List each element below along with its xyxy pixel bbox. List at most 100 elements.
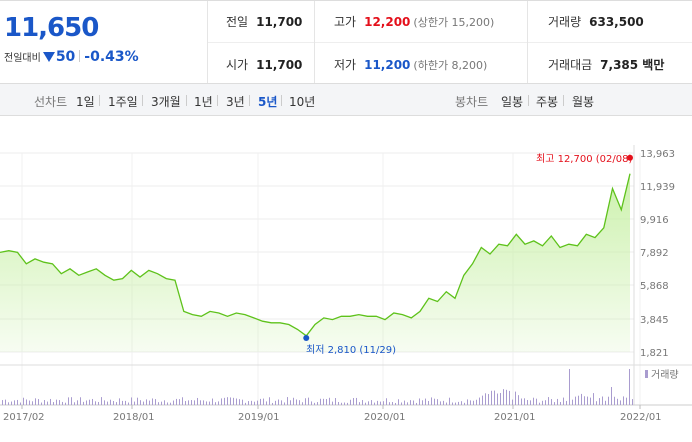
volume-bar (113, 401, 114, 405)
tab-1y[interactable]: 1년 (194, 95, 213, 109)
volume-bar (71, 397, 72, 405)
volume-bar (110, 399, 111, 405)
volume-bar (92, 398, 93, 405)
x-tick-label: 2021/01 (494, 412, 536, 423)
price-chart-svg: 13,963 11,939 9,916 7,892 5,868 3,845 1,821 최고 … (0, 145, 692, 423)
volume-bar (614, 396, 615, 405)
volume-bar (74, 402, 75, 405)
x-tick-label: 2022/01 (620, 412, 662, 423)
divider (528, 95, 529, 106)
volume-bar (404, 400, 405, 405)
volume-bar (101, 397, 102, 405)
volume-bar (191, 400, 192, 405)
change-value: 50 (55, 49, 76, 65)
volume-bar (131, 397, 132, 405)
tab-3m[interactable]: 3개월 (151, 95, 181, 109)
volume-bar (104, 400, 105, 405)
change-percent: -0.43% (84, 49, 139, 65)
volume-bar (14, 400, 15, 405)
volume-bar (512, 399, 513, 405)
volume-bar (272, 402, 273, 405)
volume-bar (29, 400, 30, 405)
volume-bar (362, 400, 363, 405)
volume-bar (116, 402, 117, 405)
volume-bar (488, 394, 489, 405)
tab-5y[interactable]: 5년 (258, 95, 278, 109)
open-value: 11,700 (256, 58, 303, 72)
volume-bar (227, 397, 228, 405)
volume-bar (146, 399, 147, 405)
divider (281, 95, 282, 106)
tab-daily[interactable]: 일봉 (501, 95, 524, 109)
tab-weekly[interactable]: 주봉 (536, 95, 559, 109)
volume-bar (119, 398, 120, 405)
volume-bar (239, 399, 240, 405)
volume-bar (134, 401, 135, 405)
volume-bar (461, 401, 462, 405)
tab-10y[interactable]: 10년 (289, 95, 316, 109)
volume-bar (350, 399, 351, 405)
volume-bar (443, 400, 444, 405)
x-tick-label: 2019/01 (238, 412, 280, 423)
price-line (0, 173, 631, 337)
volume-bar (506, 389, 507, 405)
divider (186, 95, 187, 106)
volume-bar (455, 402, 456, 405)
volume-bar (470, 400, 471, 405)
volume-bar (5, 399, 6, 405)
volume-bar (89, 399, 90, 405)
volume-bar (2, 400, 3, 405)
volume-bar (284, 402, 285, 405)
volume-bar (626, 397, 627, 405)
volume-bar (257, 400, 258, 405)
volume-bar (428, 400, 429, 405)
volume-bar (575, 396, 576, 405)
volume-bar (62, 401, 63, 405)
volume-bar (425, 398, 426, 405)
volume-bar (11, 401, 12, 405)
low-annotation: 최저 2,810 (11/29) (306, 344, 396, 356)
volume-bar (128, 402, 129, 405)
volume-bar (581, 393, 582, 405)
low-label: 저가 (334, 58, 357, 72)
volume-label: 거래량 (651, 369, 679, 381)
volume-bar (26, 399, 27, 405)
y-tick-label: 7,892 (640, 248, 669, 259)
volume-bar (389, 402, 390, 405)
tab-3y[interactable]: 3년 (226, 95, 245, 109)
volume-bar (218, 401, 219, 405)
volume-bar (596, 401, 597, 405)
trade-amount: 거래대금 7,385 백만 (548, 56, 664, 73)
volume-bar (587, 396, 588, 405)
volume-bar (482, 395, 483, 405)
volume-bar (95, 401, 96, 405)
volume-bar (323, 398, 324, 405)
volume-bar (467, 399, 468, 405)
volume-bar (224, 397, 225, 405)
divider (314, 1, 315, 83)
high-value: 12,200 (364, 15, 411, 29)
chart-period-tabs: 선차트 1일 1주일 3개월 1년 3년 5년 10년 봉차트 일봉 주봉 월봉 (0, 84, 692, 116)
tab-monthly[interactable]: 월봉 (572, 95, 595, 109)
volume-bar (83, 401, 84, 405)
volume-bar (155, 399, 156, 405)
volume-bar (245, 402, 246, 405)
open-label: 시가 (226, 58, 249, 72)
tab-1w[interactable]: 1주일 (108, 95, 138, 109)
volume-bar (545, 400, 546, 405)
volume-bar (149, 400, 150, 405)
tab-1d[interactable]: 1일 (76, 95, 95, 109)
prev-close-value: 11,700 (256, 15, 303, 29)
volume-bar (620, 400, 621, 405)
volume-bar (137, 397, 138, 405)
volume-bar (407, 402, 408, 405)
volume-bar (554, 402, 555, 405)
volume-bar (377, 400, 378, 405)
volume-bar (416, 402, 417, 405)
volume-bar (17, 399, 18, 405)
volume-bar (197, 397, 198, 405)
volume-bar (308, 397, 309, 405)
volume-bar (152, 398, 153, 405)
volume-bar (281, 400, 282, 405)
volume-bar (236, 398, 237, 405)
